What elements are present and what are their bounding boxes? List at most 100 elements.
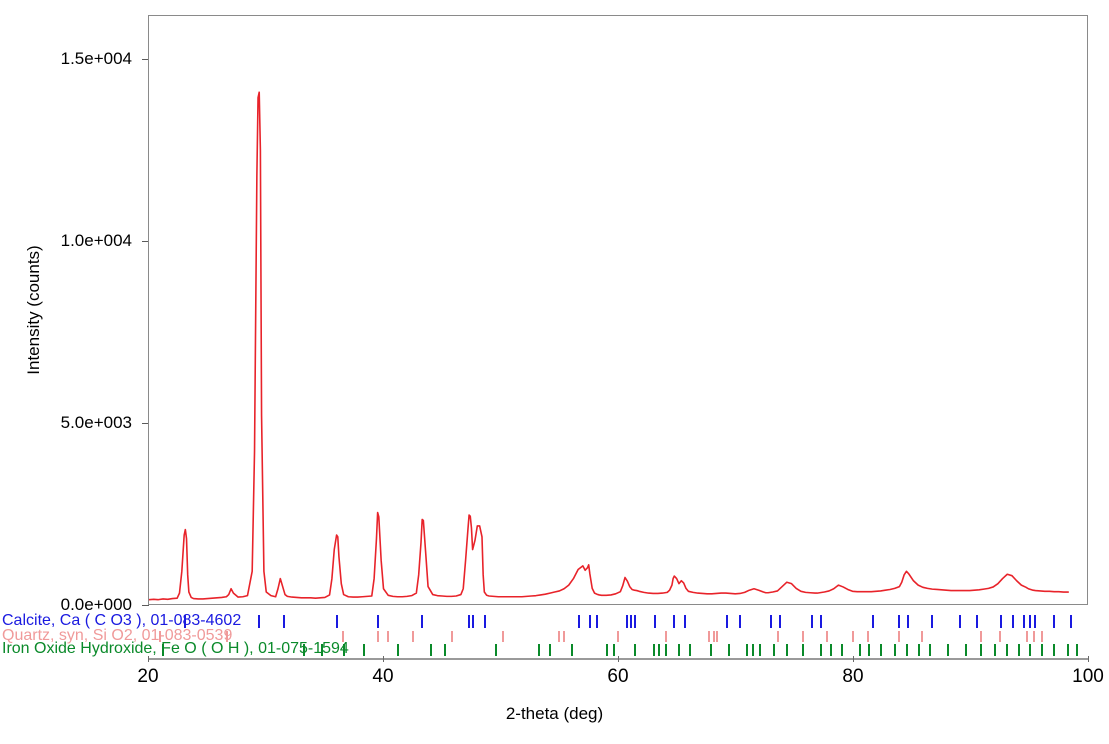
phase-peak-tick (810, 615, 813, 628)
phase-peak-tick (979, 631, 982, 642)
y-tick-mark (142, 422, 149, 424)
phase-row-iron-oxide-hydroxide[interactable]: Iron Oxide Hydroxide, Fe O ( O H ), 01-0… (0, 640, 1109, 658)
phase-peak-tick (1025, 631, 1028, 642)
phase-peak-tick (947, 644, 949, 656)
phase-peak-tick (377, 631, 380, 642)
phase-peak-tick (654, 615, 657, 628)
phase-peak-tick (363, 644, 366, 656)
x-tick-mark (853, 656, 854, 662)
phase-peak-tick (595, 615, 598, 628)
phase-peak-tick (343, 644, 346, 656)
phase-peak-tick (336, 615, 338, 628)
x-tick-mark (148, 656, 149, 662)
phase-peak-tick (868, 644, 871, 656)
phase-peak-tick (739, 615, 742, 628)
phase-label-quartz: Quartz, syn, Si O2, 01-083-0539 (2, 627, 233, 644)
phase-peak-tick (907, 615, 910, 628)
phase-peak-tick (851, 631, 854, 642)
phase-peak-tick (1070, 615, 1073, 628)
phase-peak-tick (820, 644, 823, 656)
phase-row-calcite[interactable]: Calcite, Ca ( C O3 ), 01-083-4602 (0, 613, 1109, 630)
phase-peak-tick (999, 615, 1002, 628)
phase-peak-tick (558, 631, 561, 642)
phase-peak-tick (1041, 644, 1043, 656)
phase-peak-tick (778, 615, 781, 628)
x-tick-label: 40 (372, 666, 394, 687)
phase-peak-tick (1029, 615, 1032, 628)
phase-peak-tick (867, 631, 870, 642)
phase-peak-tick (258, 615, 261, 628)
phase-peak-tick (930, 615, 933, 628)
phase-peak-tick (905, 644, 908, 656)
phase-peak-tick (673, 615, 676, 628)
phase-peak-tick (420, 615, 423, 628)
phase-peak-tick (430, 644, 432, 656)
y-tick-mark (142, 240, 149, 242)
phase-peak-tick (184, 615, 187, 628)
phase-peak-tick (897, 631, 900, 642)
phase-peak-tick (976, 615, 979, 628)
phase-peak-tick (894, 644, 897, 656)
phase-peak-tick (665, 631, 667, 642)
phase-peak-tick (634, 615, 637, 628)
y-tick-mark (142, 605, 149, 606)
phase-peak-tick (713, 631, 716, 642)
y-tick-label: 5.0e+003 (60, 412, 132, 432)
phase-label-iron-oxide-hydroxide: Iron Oxide Hydroxide, Fe O ( O H ), 01-0… (2, 640, 349, 657)
x-tick-label: 80 (842, 666, 864, 687)
phase-peak-tick (467, 615, 470, 628)
phase-peak-tick (802, 631, 805, 642)
phase-peak-tick (1066, 644, 1069, 656)
phase-peak-tick (709, 644, 712, 656)
phase-peak-tick (802, 644, 805, 656)
phase-peak-tick (776, 631, 779, 642)
phase-peak-tick (726, 615, 729, 628)
y-axis-title: Intensity (counts) (24, 245, 43, 375)
phase-peak-tick (715, 631, 718, 642)
phase-peak-tick (444, 644, 447, 656)
phase-peak-tick (751, 644, 754, 656)
phase-peak-tick (412, 631, 415, 642)
plot-area (148, 15, 1088, 605)
phase-peak-tick (688, 644, 691, 656)
phase-peak-tick (829, 644, 832, 656)
phase-peak-tick (841, 644, 844, 656)
phase-peak-tick (1033, 615, 1036, 628)
phase-peak-tick (683, 615, 686, 628)
phase-peak-tick (880, 644, 883, 656)
phase-peak-tick (1005, 644, 1008, 656)
phase-peak-tick (786, 644, 789, 656)
phase-peak-tick (979, 644, 982, 656)
y-tick-label: 0.0e+000 (60, 595, 132, 614)
x-axis-title: 2-theta (deg) (505, 704, 604, 723)
phase-peak-tick (728, 644, 731, 656)
phase-peak-tick (162, 644, 165, 656)
phase-peak-tick (657, 644, 660, 656)
phase-peak-tick (1041, 631, 1043, 642)
phase-peak-tick (472, 615, 475, 628)
phase-peak-tick (746, 644, 749, 656)
phase-peak-tick (759, 644, 761, 656)
phase-peak-tick (773, 644, 776, 656)
measured-pattern-trace (149, 91, 1070, 601)
phase-peak-tick (998, 631, 1001, 642)
phase-peak-tick (1029, 644, 1032, 656)
diffraction-pattern-svg (149, 91, 1070, 601)
phase-peak-tick (1052, 615, 1055, 628)
phase-row-quartz[interactable]: Quartz, syn, Si O2, 01-083-0539 (0, 627, 1109, 645)
y-axis: 0.0e+000 5.0e+003 1.0e+004 1.5e+004 (0, 0, 149, 744)
x-tick-label: 100 (1072, 666, 1104, 687)
phase-peak-tick (501, 631, 504, 642)
phase-peak-tick (1011, 615, 1014, 628)
phase-peak-tick (994, 644, 996, 656)
phase-peak-tick (397, 644, 400, 656)
phase-peak-tick (964, 644, 967, 656)
y-tick-label: 1.0e+004 (60, 230, 132, 250)
phase-peak-tick (921, 631, 924, 642)
x-tick-label: 60 (607, 666, 629, 687)
phase-peak-tick (225, 631, 228, 642)
phase-peak-tick (1076, 644, 1079, 656)
phase-peak-tick (613, 644, 616, 656)
phase-peak-tick (571, 644, 573, 656)
x-tick-mark (383, 656, 384, 662)
